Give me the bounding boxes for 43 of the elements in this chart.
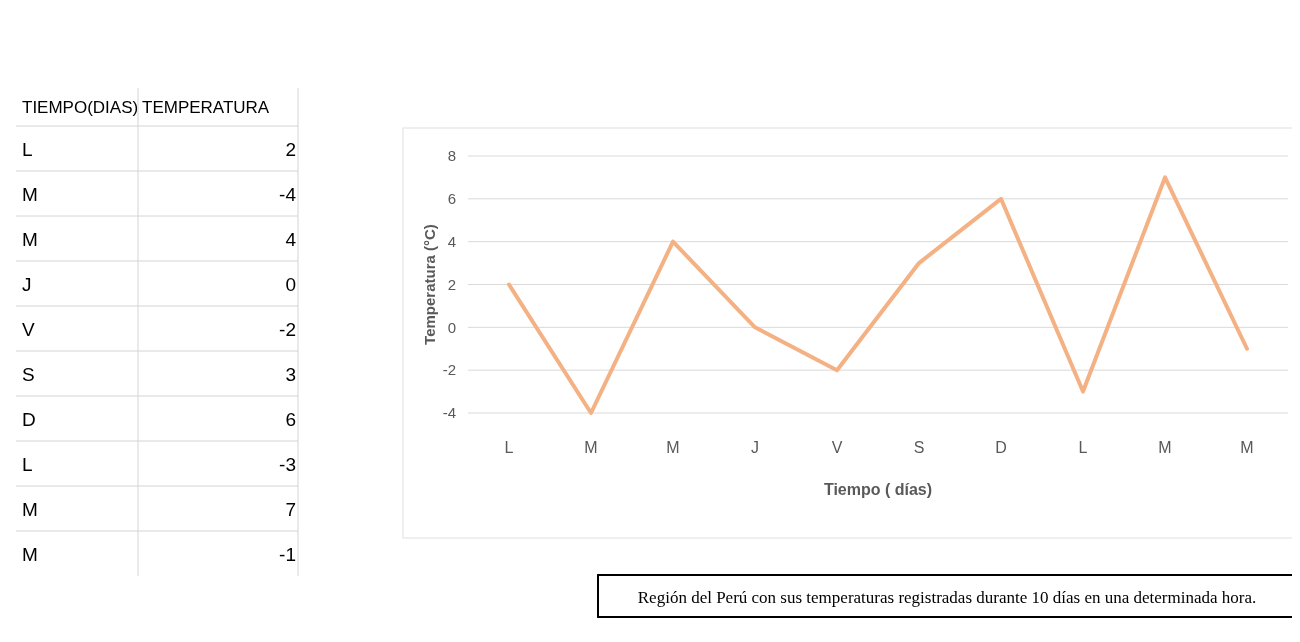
text: S	[22, 364, 35, 385]
y-tick-label: -4	[442, 404, 456, 422]
x-tick-label: J	[751, 439, 759, 456]
text: 2	[285, 139, 296, 160]
text: -4	[279, 184, 297, 205]
text: M	[22, 229, 38, 250]
y-tick-label: 6	[447, 190, 456, 208]
text: M	[22, 544, 38, 565]
text: 6	[285, 409, 296, 430]
x-tick-label: M	[1240, 439, 1254, 456]
text: 4	[285, 229, 297, 250]
y-tick-label: 8	[447, 147, 456, 165]
text: M	[22, 184, 38, 205]
text: D	[22, 409, 36, 430]
x-axis-title: Tiempo ( días)	[823, 481, 933, 498]
x-tick-label: L	[504, 439, 514, 456]
x-tick-label: M	[666, 439, 680, 456]
text: 3	[285, 364, 296, 385]
text: L	[22, 454, 33, 475]
text: TEMPERATURA	[142, 98, 270, 117]
text: 0	[285, 274, 296, 295]
text: J	[22, 274, 32, 295]
text: L	[22, 139, 33, 160]
x-tick-label: M	[584, 439, 598, 456]
y-tick-label: -2	[442, 361, 456, 379]
x-tick-label: S	[913, 439, 925, 456]
y-tick-label: 4	[447, 232, 456, 250]
text: -3	[279, 454, 296, 475]
x-tick-label: D	[995, 439, 1007, 456]
x-tick-label: M	[1158, 439, 1172, 456]
y-tick-label: 0	[447, 318, 456, 336]
y-tick-label: 2	[447, 275, 456, 293]
y-axis-title: Temperatura (°C)	[421, 224, 438, 345]
text: 7	[285, 499, 296, 520]
text: TIEMPO(DIAS)	[22, 98, 139, 117]
text: Región del Perú con sus temperaturas registradas durante 10 días en una determinada hora.	[637, 588, 1257, 607]
text: -1	[279, 544, 296, 565]
x-tick-label: L	[1078, 439, 1088, 456]
line-series	[507, 175, 1249, 415]
text: M	[22, 499, 38, 520]
text: V	[22, 319, 35, 340]
text: -2	[279, 319, 296, 340]
x-tick-label: V	[831, 439, 843, 456]
